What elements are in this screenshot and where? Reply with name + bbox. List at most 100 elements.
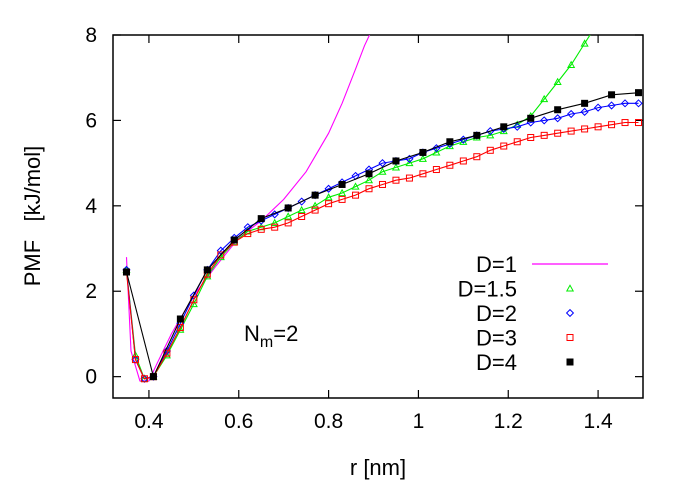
- data-point: [608, 91, 616, 99]
- data-point: [567, 127, 575, 135]
- series-d-2: [122, 99, 643, 383]
- y-tick-label: 4: [85, 195, 97, 218]
- data-point: [432, 148, 441, 156]
- data-point: [297, 205, 306, 214]
- data-point: [500, 142, 508, 150]
- legend-swatch: [565, 284, 575, 292]
- data-point: [620, 99, 630, 108]
- legend-label: D=4: [476, 350, 517, 375]
- data-point: [446, 161, 454, 169]
- data-point: [580, 39, 589, 47]
- series-line: [125, 121, 639, 380]
- series-d-4: [122, 89, 643, 381]
- data-point: [216, 246, 225, 255]
- data-point: [595, 19, 601, 25]
- data-point: [432, 166, 440, 174]
- legend-label: D=1: [476, 252, 517, 277]
- data-point: [149, 373, 157, 381]
- legend: D=1D=1.5D=2D=3D=4: [458, 252, 608, 375]
- data-point: [513, 122, 522, 131]
- nm-annotation-sub: m: [260, 334, 273, 351]
- data-point: [567, 109, 576, 119]
- data-point: [284, 212, 293, 220]
- data-point: [176, 324, 184, 332]
- plot-frame: [112, 34, 644, 399]
- nm-annotation-main: N: [244, 321, 260, 346]
- data-point: [553, 77, 562, 86]
- y-tick-label: 0: [85, 366, 97, 389]
- series-line: [125, 92, 639, 379]
- data-point: [554, 129, 562, 137]
- series-d-1-5: [122, 19, 601, 382]
- y-tick-label: 2: [85, 280, 97, 303]
- data-point: [271, 223, 279, 231]
- legend-swatch: [566, 358, 574, 366]
- series-line: [125, 35, 591, 380]
- data-point: [580, 107, 589, 116]
- data-point: [311, 201, 320, 209]
- data-point: [203, 272, 212, 280]
- axis-tick-labels: 0.4 0.6 0.8 1 1.2 1.4 0 2 4 6 8: [85, 24, 613, 433]
- data-point: [122, 268, 130, 276]
- series-line: [125, 102, 639, 380]
- data-point: [607, 101, 616, 110]
- data-point: [540, 131, 548, 139]
- data-point: [298, 213, 306, 220]
- data-point: [567, 60, 576, 68]
- y-axis-title: PMF [kJ/mol]: [20, 146, 45, 287]
- data-point: [446, 138, 454, 146]
- y-tick-label: 6: [85, 109, 97, 132]
- legend-label: D=3: [476, 326, 517, 351]
- legend-label: D=2: [476, 301, 517, 326]
- series-layer: [122, 19, 643, 383]
- data-point: [634, 99, 643, 108]
- data-point: [176, 325, 185, 333]
- data-point: [392, 176, 400, 184]
- data-point: [352, 191, 360, 199]
- data-point: [131, 356, 139, 364]
- data-point: [486, 131, 495, 139]
- nm-annotation-suffix: =2: [273, 321, 298, 346]
- data-point: [338, 195, 346, 203]
- data-point: [391, 163, 401, 171]
- data-point: [378, 159, 387, 168]
- axis-ticks: [113, 34, 643, 398]
- data-point: [284, 219, 292, 227]
- data-point: [351, 182, 360, 190]
- x-tick-label: 0.4: [134, 410, 164, 433]
- data-point: [203, 266, 211, 274]
- data-point: [553, 114, 562, 123]
- data-point: [311, 191, 319, 199]
- data-point: [270, 210, 279, 219]
- data-point: [324, 184, 333, 193]
- data-point: [311, 206, 319, 214]
- data-point: [338, 188, 347, 197]
- data-point: [594, 123, 602, 131]
- data-point: [554, 106, 562, 114]
- data-point: [593, 103, 603, 112]
- x-tick-label: 0.6: [224, 410, 253, 433]
- data-point: [635, 119, 643, 127]
- data-point: [540, 116, 549, 125]
- legend-swatch: [565, 308, 575, 318]
- x-tick-label: 0.8: [314, 410, 343, 433]
- data-point: [140, 375, 148, 383]
- data-point: [459, 157, 467, 165]
- nm-annotation: Nm=2: [244, 321, 298, 351]
- data-point: [527, 114, 535, 122]
- data-point: [244, 230, 252, 238]
- data-point: [405, 174, 413, 182]
- data-point: [230, 236, 238, 244]
- data-point: [284, 204, 292, 212]
- data-point: [324, 193, 333, 201]
- data-point: [338, 180, 346, 188]
- data-point: [365, 170, 373, 178]
- data-point: [419, 170, 427, 178]
- legend-label: D=1.5: [458, 277, 517, 302]
- data-point: [527, 133, 535, 141]
- data-point: [419, 148, 427, 156]
- x-tick-label: 1: [413, 410, 425, 433]
- data-point: [217, 251, 225, 259]
- data-point: [581, 125, 589, 133]
